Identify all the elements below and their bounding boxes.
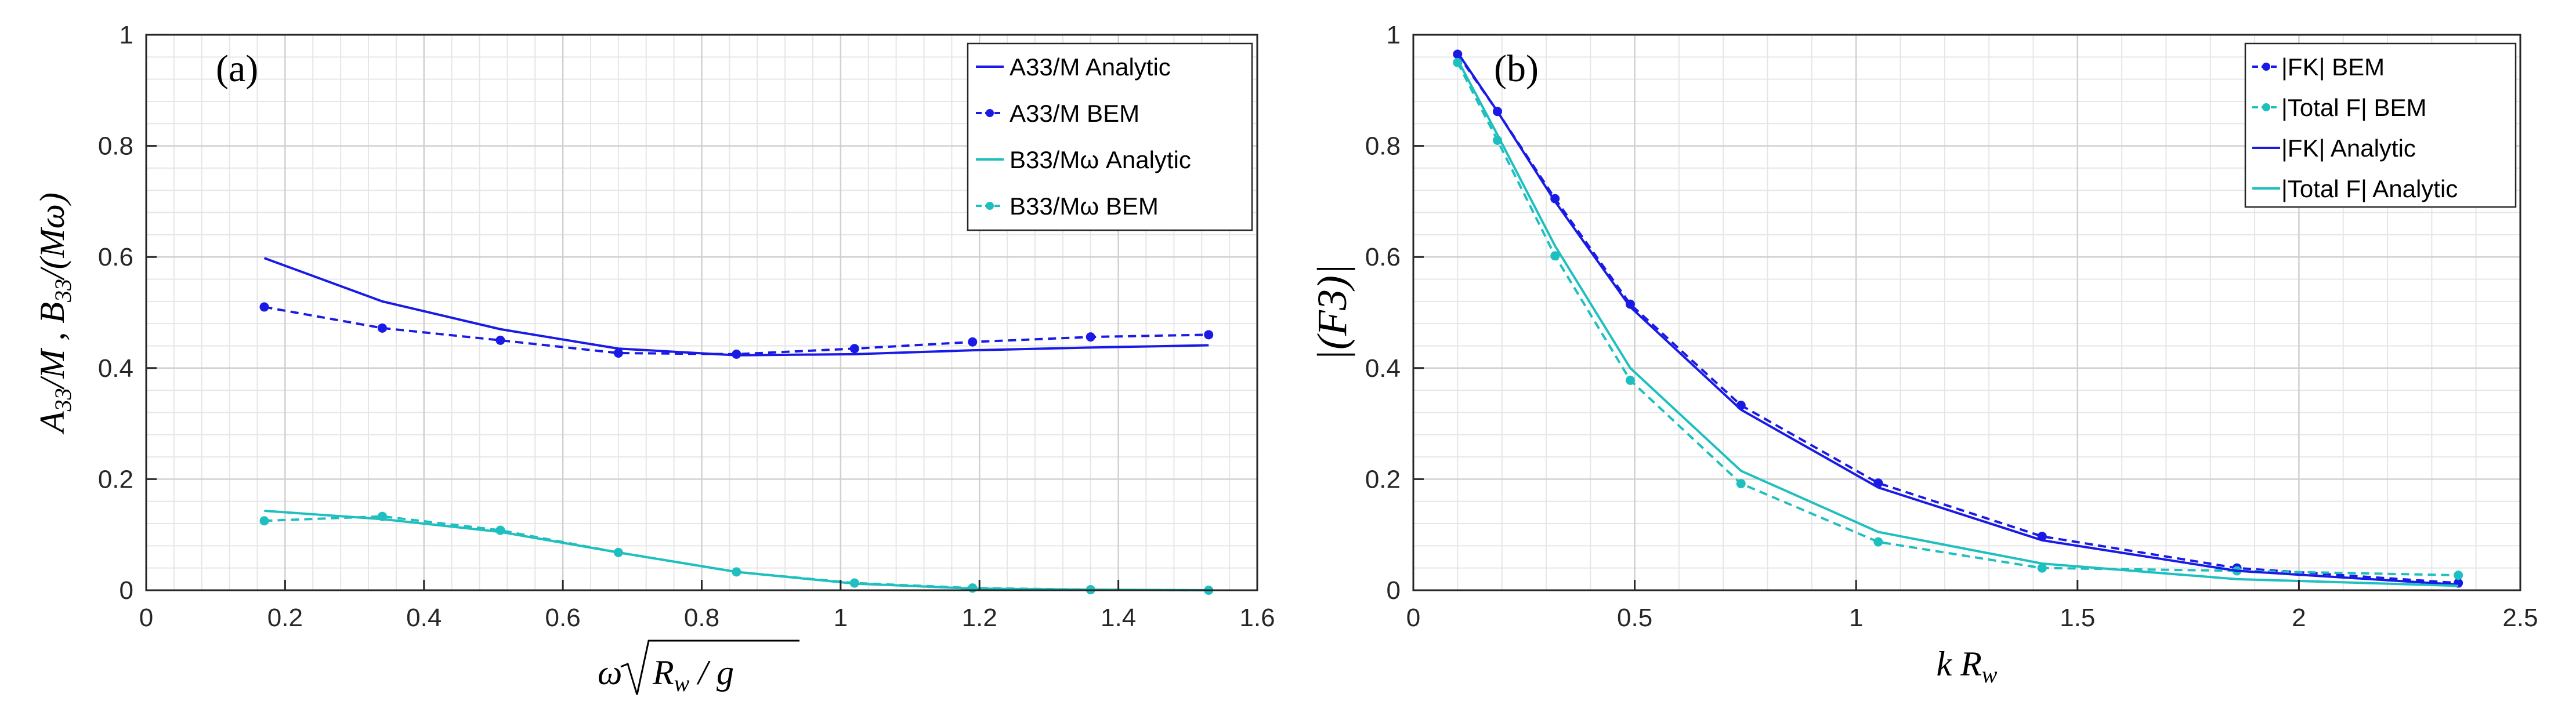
panel-a-x-label: ω Rw / g <box>598 640 799 696</box>
panel-a-x-ticks: 0 0.2 0.4 0.6 0.8 1 1.2 1.4 1.6 <box>139 580 1275 632</box>
legend-entry: A33/M BEM <box>1010 100 1139 127</box>
panel-b-y-ticks: 0 0.2 0.4 0.6 0.8 1 <box>1365 21 1424 605</box>
x-tick-label: 1.6 <box>1239 604 1275 632</box>
panel-b: 0 0.5 1 1.5 2 2.5 0 0.2 0.4 0.6 0.8 1 (b) |(F3)| k… <box>1309 21 2538 688</box>
panel-b-legend: |FK| BEM |Total F| BEM |FK| Analytic |Total… <box>2244 42 2517 208</box>
x-tick-label: 0 <box>139 604 153 632</box>
panel-b-series <box>1453 49 2463 588</box>
y-tick-label: 0 <box>1387 576 1401 605</box>
series-point <box>732 567 741 577</box>
panel-b-x-label: k Rw <box>1937 645 1998 688</box>
legend-marker <box>986 109 994 117</box>
legend-entry: |Total F| Analytic <box>2281 175 2458 202</box>
series-point <box>968 583 978 593</box>
x-tick-label: 0 <box>1406 604 1420 632</box>
series-point <box>2454 571 2463 580</box>
x-tick-label: 1.5 <box>2060 604 2095 632</box>
series-point <box>259 516 269 526</box>
series-line-3 <box>1456 59 2459 587</box>
series-point <box>377 511 387 521</box>
legend-entry: A33/M Analytic <box>1010 53 1171 81</box>
series-point <box>849 344 859 354</box>
series-point <box>259 302 269 312</box>
panel-b-x-ticks: 0 0.5 1 1.5 2 2.5 <box>1406 580 2538 632</box>
series-point <box>495 335 505 345</box>
x-tick-label: 2.5 <box>2502 604 2538 632</box>
svg-text:|(F3)|: |(F3)| <box>1309 264 1355 361</box>
panel-a-y-ticks: 0 0.2 0.4 0.6 0.8 1 <box>98 21 157 605</box>
legend-entry: |Total F| BEM <box>2281 94 2427 121</box>
series-point <box>968 337 978 347</box>
series-point <box>495 525 505 535</box>
x-tick-label: 1 <box>834 604 848 632</box>
y-tick-label: 1 <box>120 21 133 49</box>
y-tick-label: 0 <box>120 576 133 605</box>
panel-b-y-label: |(F3)| <box>1309 264 1355 361</box>
series-point <box>2037 563 2047 573</box>
legend-entry: B33/Mω Analytic <box>1010 146 1191 173</box>
series-point <box>1550 251 1560 261</box>
panel-a-series <box>259 257 1214 595</box>
x-tick-label: 1.2 <box>962 604 997 632</box>
x-tick-label: 0.6 <box>545 604 581 632</box>
series-point <box>377 323 387 333</box>
y-tick-label: 0.6 <box>1365 243 1401 271</box>
panel-a-label: (a) <box>216 48 258 90</box>
y-tick-label: 0.2 <box>98 465 133 493</box>
panel-a: 0 0.2 0.4 0.6 0.8 1 1.2 1.4 1.6 0 0.2 0.4 0.6 0.8 1 (… <box>33 21 1275 696</box>
x-tick-label: 0.8 <box>684 604 719 632</box>
legend-entry: |FK| Analytic <box>2281 135 2416 162</box>
series-point <box>732 349 741 359</box>
series-line-2 <box>264 510 1209 591</box>
x-tick-label: 0.5 <box>1617 604 1652 632</box>
x-tick-label: 2 <box>2292 604 2306 632</box>
legend-marker <box>2262 103 2270 111</box>
series-point <box>849 578 859 588</box>
svg-text:Rw / g: Rw / g <box>652 653 734 696</box>
x-tick-label: 0.2 <box>267 604 303 632</box>
panel-a-legend: A33/M Analytic A33/M BEM B33/Mω Analytic B3… <box>967 42 1253 231</box>
panel-a-legend-box <box>967 42 1253 231</box>
series-point <box>1625 375 1635 385</box>
x-tick-label: 0.4 <box>406 604 442 632</box>
legend-marker <box>986 202 994 210</box>
panel-b-legend-box <box>2244 42 2517 208</box>
y-tick-label: 0.6 <box>98 243 133 271</box>
series-point <box>613 547 623 557</box>
series-line-3 <box>264 515 1209 591</box>
y-tick-label: 0.4 <box>98 354 133 383</box>
series-line-1 <box>264 306 1209 355</box>
legend-entry: |FK| BEM <box>2281 53 2385 81</box>
y-tick-label: 0.4 <box>1365 354 1401 383</box>
legend-entry: B33/Mω BEM <box>1010 192 1159 220</box>
y-tick-label: 0.2 <box>1365 465 1401 493</box>
series-point <box>1086 332 1095 342</box>
series-point <box>1736 479 1746 489</box>
series-point <box>613 348 623 358</box>
legend-marker <box>2262 63 2270 71</box>
x-tick-label: 1.4 <box>1101 604 1136 632</box>
y-tick-label: 1 <box>1387 21 1401 49</box>
panel-b-axes-box <box>1412 34 2521 591</box>
x-tick-label: 1 <box>1849 604 1863 632</box>
y-tick-label: 0.8 <box>98 132 133 161</box>
series-point <box>1204 330 1214 340</box>
panel-b-label: (b) <box>1494 48 1539 90</box>
series-point <box>1873 537 1883 547</box>
series-line-0 <box>263 257 1209 357</box>
svg-text:A33/M , B33/(Mω): A33/M , B33/(Mω) <box>33 192 76 435</box>
panel-a-y-label: A33/M , B33/(Mω) <box>33 192 76 435</box>
y-tick-label: 0.8 <box>1365 132 1401 161</box>
series-line-2 <box>1456 52 2459 586</box>
svg-text:ω: ω <box>598 653 622 692</box>
